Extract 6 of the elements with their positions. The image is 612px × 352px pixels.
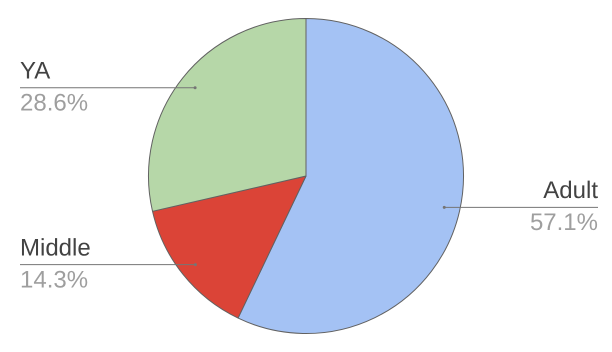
data-label: 57.1% bbox=[530, 208, 598, 236]
data-label: 14.3% bbox=[20, 266, 88, 294]
slice-label: Adult bbox=[543, 176, 598, 204]
data-label: 28.6% bbox=[20, 89, 88, 116]
slice-label: YA bbox=[20, 57, 50, 84]
slice-label: Middle bbox=[20, 234, 91, 262]
